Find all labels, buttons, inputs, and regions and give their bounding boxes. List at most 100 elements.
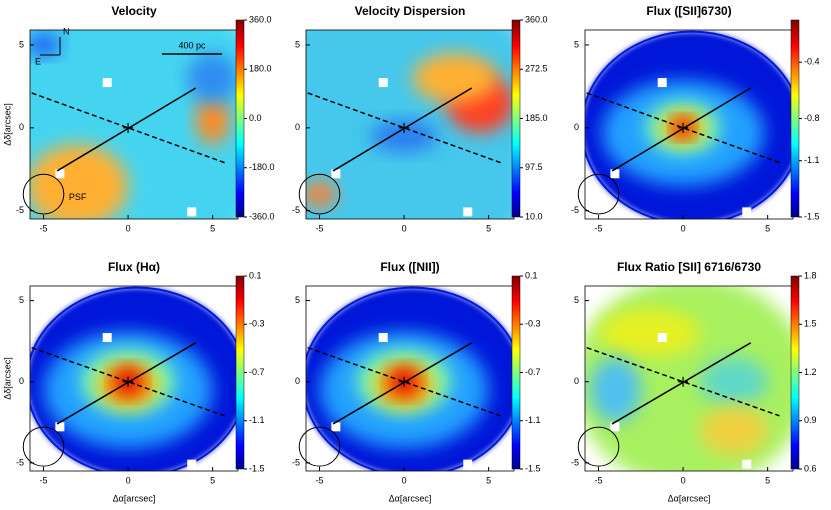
masked-pixel [463, 459, 473, 469]
map-region [699, 406, 768, 455]
map-image [585, 286, 793, 471]
x-tick-label: -5 [595, 475, 603, 485]
x-tick-label: 5 [486, 223, 491, 233]
colorbar-tick-label: -1.5 [249, 463, 265, 473]
center-cross [399, 122, 410, 133]
major-axis [611, 342, 752, 425]
y-tick-label: -5 [571, 457, 579, 467]
x-tick-label: 0 [681, 223, 686, 233]
y-tick-label: 5 [295, 295, 300, 305]
masked-pixel [187, 207, 197, 217]
psf-circle [577, 173, 620, 215]
x-axis-label: Δα[arcsec] [389, 493, 432, 503]
panel: Flux Ratio [SII] 6716/6730 -5 0 5 -5 0 5 Δα[arc… [571, 260, 817, 503]
panel-title: Flux Ratio [SII] 6716/6730 [617, 260, 761, 274]
masked-pixel [610, 422, 620, 432]
psf-circle [298, 173, 341, 215]
y-tick-label: 0 [19, 122, 24, 132]
map-region [306, 180, 337, 208]
masked-pixel [657, 78, 667, 88]
x-tick-label: -5 [316, 475, 324, 485]
center-cross [678, 122, 689, 133]
map-image [585, 30, 793, 219]
x-tick-label: 5 [486, 475, 491, 485]
x-tick-label: -5 [40, 475, 48, 485]
x-tick-label: 5 [210, 223, 215, 233]
colorbar [511, 275, 521, 470]
scale-bar-label: 400 pc [178, 40, 206, 50]
map-region [699, 357, 768, 407]
panel: Flux ([SII]6730) -5 0 5 -5 0 5 -0.4 -0.8 -1.1 -1.5 [571, 4, 820, 233]
masked-pixel [102, 333, 112, 343]
colorbar [235, 275, 245, 470]
compass-east: E [35, 56, 41, 66]
colorbar-tick-label: 0.1 [249, 270, 262, 280]
panel-title: Velocity [111, 4, 157, 18]
colorbar-tick-label: 360.0 [525, 14, 548, 24]
map-region [195, 94, 230, 145]
colorbar-tick-label: -360.0 [249, 211, 275, 221]
colorbar-tick-label: 0.1 [525, 270, 538, 280]
x-tick-label: 0 [126, 223, 131, 233]
x-tick-label: 5 [210, 475, 215, 485]
x-tick-label: 0 [402, 475, 407, 485]
y-tick-label: 5 [19, 295, 24, 305]
colorbar-tick-label: -1.1 [249, 415, 265, 425]
colorbar-tick-label: 180.0 [249, 64, 272, 74]
x-axis-label: Δα[arcsec] [668, 493, 711, 503]
panel: Flux (Hα) -5 0 5 -5 0 5 Δα[arcsec] Δδ[arcsec] 0.1… [2, 260, 264, 503]
minor-axis [586, 346, 780, 417]
map-base [30, 286, 238, 471]
map-region [187, 53, 238, 103]
x-tick-label: 0 [681, 475, 686, 485]
map-region [30, 144, 129, 219]
y-tick-label: 0 [574, 376, 579, 386]
x-tick-label: 0 [402, 223, 407, 233]
map-base [585, 30, 793, 219]
y-tick-label: 5 [19, 39, 24, 49]
colorbar-tick-label: 1.5 [804, 319, 817, 329]
y-tick-label: -5 [16, 205, 24, 215]
masked-pixel [463, 207, 473, 217]
masked-pixel [331, 422, 341, 432]
panel-title: Flux ([SII]6730) [646, 4, 731, 18]
colorbar-tick-label: -1.5 [525, 463, 541, 473]
colorbar-tick-label: -180.0 [249, 162, 275, 172]
colorbar-tick-label: -0.7 [249, 367, 265, 377]
colorbar-tick-label: 272.5 [525, 64, 548, 74]
major-axis [611, 87, 752, 172]
minor-axis [31, 346, 225, 417]
x-axis-label: Δα[arcsec] [113, 493, 156, 503]
map-base [306, 286, 514, 471]
colorbar-tick-label: -0.8 [804, 113, 820, 123]
panel-title: Flux ([NII]) [380, 260, 439, 274]
colorbar-tick-label: 0.9 [804, 415, 817, 425]
psf-circle [577, 426, 620, 467]
masked-pixel [331, 169, 341, 179]
center-cross [123, 376, 134, 387]
x-tick-label: -5 [40, 223, 48, 233]
colorbar [511, 19, 521, 218]
y-tick-label: 5 [574, 295, 579, 305]
x-tick-label: 5 [765, 223, 770, 233]
masked-pixel [742, 459, 752, 469]
panel-title: Flux (Hα) [108, 260, 160, 274]
colorbar [790, 19, 800, 218]
colorbar-tick-label: -1.1 [804, 155, 820, 165]
center-cross [678, 376, 689, 387]
masked-pixel [610, 169, 620, 179]
colorbar [235, 19, 245, 218]
colorbar-tick-label: -0.3 [249, 319, 265, 329]
center-cross [123, 122, 134, 133]
psf-circle [22, 426, 65, 467]
colorbar-tick-label: 97.5 [525, 162, 543, 172]
y-tick-label: 0 [295, 122, 300, 132]
map-region [598, 308, 700, 358]
psf-circle [298, 426, 341, 467]
colorbar-tick-label: 185.0 [525, 113, 548, 123]
colorbar [790, 275, 800, 470]
colorbar-tick-label: -0.3 [525, 319, 541, 329]
y-axis-label: Δδ[arcsec] [2, 357, 12, 400]
masked-pixel [55, 169, 65, 179]
